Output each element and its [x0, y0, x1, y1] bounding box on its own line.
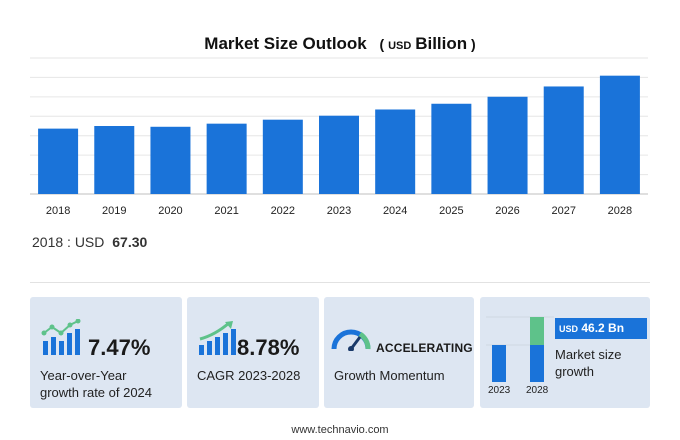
x-tick-label-2022: 2022 — [271, 205, 295, 217]
x-tick-label-2027: 2027 — [551, 205, 575, 217]
footer-url: www.technavio.com — [291, 424, 389, 436]
yoy-caption: Year-over-Year growth rate of 2024 — [40, 367, 152, 401]
bar-2028 — [599, 75, 640, 194]
cagr-value: 8.78% — [237, 335, 300, 360]
growth-year-end: 2028 — [526, 385, 549, 396]
yoy-caption-line1: Year-over-Year — [40, 368, 127, 383]
growth-year-start: 2023 — [488, 385, 511, 396]
title-unit: ( USD Billion ) — [379, 34, 476, 53]
badge-value: 46.2 Bn — [581, 321, 625, 335]
momentum-panel: ACCELERATING Growth Momentum — [324, 297, 474, 408]
bar-chart: 2018 2019 2020 2021 2022 2023 2024 2025 2026 2027… — [30, 57, 648, 217]
divider — [30, 282, 650, 283]
x-tick-label-2028: 2028 — [608, 205, 632, 217]
growth-badge: USD 46.2 Bn — [555, 318, 647, 339]
bar-2026 — [487, 96, 528, 194]
bar-2019 — [94, 126, 135, 194]
bar-2021 — [206, 123, 247, 194]
bar-2025 — [431, 103, 472, 194]
bar-2027 — [543, 86, 584, 194]
bar-2023 — [319, 115, 359, 194]
cagr-chart-icon — [199, 321, 236, 355]
cagr-panel: 8.78% CAGR 2023-2028 — [187, 297, 319, 408]
unit-label: Billion — [415, 34, 468, 53]
base-year-value: 2018 : USD 67.30 — [32, 234, 147, 250]
base-year-label: 2018 : USD — [32, 234, 105, 250]
bar-2018 — [38, 128, 79, 194]
unit-prefix: USD — [388, 40, 412, 52]
growth-caption-line1: Market size — [555, 347, 622, 362]
x-tick-label-2026: 2026 — [495, 205, 519, 217]
yoy-panel: 7.47% Year-over-Year growth rate of 2024 — [30, 297, 182, 408]
bar-2022 — [262, 119, 303, 194]
bar-2020 — [150, 126, 191, 194]
yoy-value: 7.47% — [88, 335, 151, 360]
growth-caption-line2: growth — [555, 364, 595, 379]
x-tick-label-2018: 2018 — [46, 205, 70, 217]
x-tick-label-2020: 2020 — [158, 205, 182, 217]
bar-2024 — [375, 109, 416, 194]
badge-prefix: USD — [559, 324, 579, 334]
x-tick-label-2021: 2021 — [214, 205, 238, 217]
x-tick-label-2025: 2025 — [439, 205, 463, 217]
x-tick-label-2024: 2024 — [383, 205, 407, 217]
growth-panel: USD 46.2 Bn Market size growth 2023 2028 — [480, 297, 650, 408]
chart-title: Market Size Outlook ( USD Billion ) — [0, 34, 680, 54]
momentum-value: ACCELERATING — [376, 341, 473, 355]
yoy-caption-line2: growth rate of 2024 — [40, 385, 153, 400]
growth-caption: Market size growth — [555, 346, 621, 380]
speedometer-icon — [331, 329, 371, 351]
cagr-caption: CAGR 2023-2028 — [197, 368, 301, 383]
x-tick-label-2023: 2023 — [327, 205, 351, 217]
momentum-caption: Growth Momentum — [334, 368, 445, 383]
title-text: Market Size Outlook — [204, 34, 367, 53]
growth-chart-icon — [41, 319, 81, 355]
x-tick-label-2019: 2019 — [102, 205, 126, 217]
base-amount: 67.30 — [112, 234, 148, 250]
growth-comparison-icon — [486, 316, 554, 382]
